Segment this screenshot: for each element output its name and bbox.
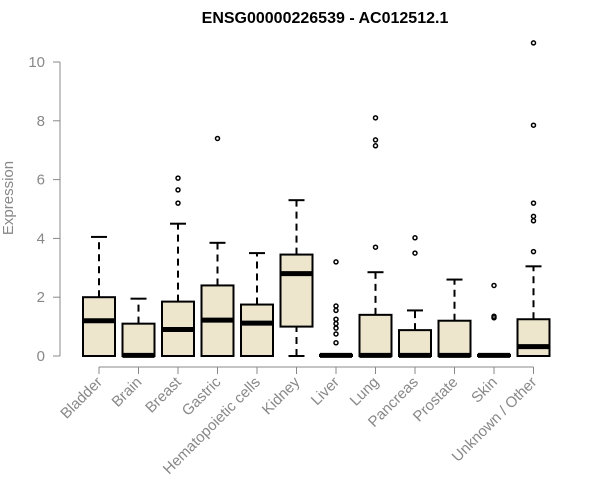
box-rect	[240, 303, 274, 357]
box-lung	[358, 115, 393, 358]
y-axis-title: Expression	[0, 161, 17, 235]
box-skin	[477, 282, 511, 358]
x-tick-label: Breast	[142, 373, 185, 416]
y-tick-label: 2	[37, 289, 45, 306]
box-rect	[82, 296, 116, 358]
outlier-point	[412, 235, 418, 241]
outlier-point	[333, 325, 339, 331]
outlier-point	[333, 303, 339, 309]
x-tick-label: Lung	[347, 374, 383, 410]
outlier-point	[491, 313, 497, 320]
outlier-point	[333, 331, 339, 337]
box-pancreas	[398, 235, 432, 358]
y-tick-label: 8	[37, 113, 45, 130]
box-gastric	[200, 135, 235, 357]
x-tick-label: Brain	[109, 374, 146, 411]
box-bladder	[82, 235, 116, 358]
box-rect	[437, 319, 472, 357]
outlier-point	[372, 115, 379, 121]
outlier-point	[333, 316, 339, 322]
box-rect	[398, 329, 432, 357]
box-prostate	[437, 278, 472, 358]
outlier-point	[530, 122, 537, 128]
x-tick-label: Skin	[468, 374, 501, 407]
outlier-point	[175, 175, 181, 181]
box-rect	[279, 253, 314, 328]
outlier-point	[412, 250, 418, 256]
box-kidney	[279, 199, 314, 357]
outlier-point	[372, 143, 379, 149]
y-tick-label: 10	[28, 54, 45, 71]
box-rect	[121, 322, 156, 358]
outlier-point	[530, 218, 537, 224]
chart-title: ENSG00000226539 - AC012512.1	[202, 10, 449, 27]
outlier-point	[530, 213, 537, 220]
box-brain	[121, 297, 156, 358]
outlier-point	[372, 137, 379, 143]
y-tick-label: 4	[37, 230, 45, 247]
outlier-point	[530, 40, 537, 46]
box-rect	[516, 318, 551, 357]
y-tick-label: 6	[37, 172, 45, 189]
outlier-point	[333, 307, 339, 314]
box-unknown-other	[516, 40, 551, 357]
y-axis: 0 2 4 6 8 10	[28, 54, 61, 365]
box-liver	[319, 259, 353, 358]
outlier-point	[175, 200, 181, 206]
outlier-point	[214, 135, 221, 142]
boxes-group	[82, 40, 551, 358]
y-tick-label: 0	[37, 348, 45, 365]
outlier-point	[333, 340, 339, 346]
box-hematopoietic-cells	[240, 252, 274, 357]
x-tick-label: Bladder	[57, 374, 106, 423]
outlier-point	[333, 259, 339, 265]
x-tick-label: Liver	[308, 374, 343, 409]
box-breast	[161, 175, 195, 357]
outlier-point	[333, 320, 339, 327]
outlier-point	[175, 187, 181, 193]
outlier-point	[530, 248, 537, 255]
x-tick-label: Kidney	[259, 373, 304, 418]
outlier-point	[372, 244, 379, 250]
outlier-point	[491, 282, 497, 289]
outlier-point	[530, 200, 537, 206]
box-rect	[358, 313, 393, 357]
